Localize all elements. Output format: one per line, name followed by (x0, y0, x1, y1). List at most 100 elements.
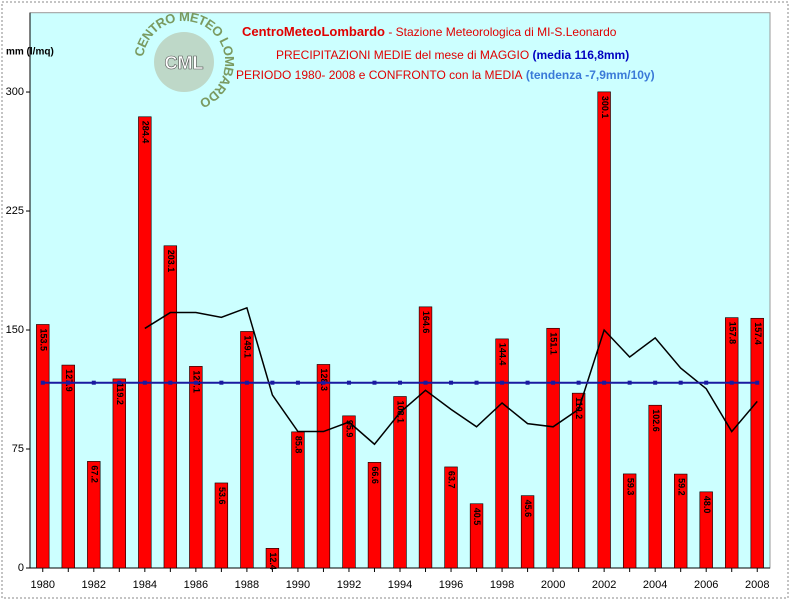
x-tick-label: 2000 (541, 579, 565, 591)
line-marker (525, 380, 530, 385)
x-tick-label: 1980 (31, 579, 55, 591)
line-marker (117, 380, 122, 385)
y-tick-label: 75 (12, 443, 24, 455)
value-label: 63.7 (447, 471, 457, 489)
value-label: 284.4 (140, 121, 150, 144)
value-label: 157.4 (753, 322, 763, 345)
value-label: 95.9 (345, 420, 355, 438)
bar (725, 317, 739, 569)
line-marker (653, 380, 658, 385)
line-marker (704, 380, 709, 385)
x-tick-label: 1988 (235, 579, 259, 591)
bar (138, 116, 152, 569)
bar (495, 338, 509, 569)
line-marker (755, 380, 760, 385)
value-label: 149.1 (243, 335, 253, 358)
bar (546, 327, 560, 569)
subtitle: PRECIPITAZIONI MEDIE del mese di MAGGIO (276, 48, 529, 62)
bar (367, 462, 382, 569)
value-label: 40.5 (472, 508, 482, 526)
line-marker (346, 380, 351, 385)
line-marker (270, 380, 275, 385)
bar (622, 473, 637, 569)
bar (189, 366, 203, 569)
x-tick-label: 1994 (388, 579, 412, 591)
x-tick-label: 2002 (592, 579, 616, 591)
value-label: 300.1 (600, 96, 610, 119)
line-marker (193, 380, 198, 385)
value-label: 128.3 (319, 368, 329, 391)
value-label: 12.4 (268, 552, 278, 570)
x-tick-label: 1986 (184, 579, 208, 591)
title-line: CentroMeteoLombardo - Stazione Meteorolo… (242, 24, 617, 39)
line-marker (321, 380, 326, 385)
line (144, 306, 758, 446)
x-tick-label: 2006 (694, 579, 718, 591)
line-marker (219, 380, 224, 385)
line-marker (729, 380, 734, 385)
value-label: 164.6 (421, 311, 431, 334)
line-marker (168, 380, 173, 385)
bar (469, 503, 484, 569)
x-tick-label: 1992 (337, 579, 361, 591)
bar (112, 378, 126, 569)
line-marker (449, 380, 454, 385)
station: - Stazione Meteorologica di MI-S.Leonard… (385, 25, 617, 39)
subtitle-line: PRECIPITAZIONI MEDIE del mese di MAGGIO … (276, 48, 629, 62)
value-label: 102.6 (651, 409, 661, 432)
bar (240, 331, 254, 569)
line-marker (627, 380, 632, 385)
bar (265, 548, 280, 569)
title: CentroMeteoLombardo (242, 24, 385, 39)
value-label: 157.8 (727, 322, 737, 345)
bar (444, 466, 458, 569)
y-tick-label: 225 (6, 205, 24, 217)
bar (342, 415, 356, 569)
value-label: 153.5 (38, 328, 48, 351)
line-marker (372, 380, 377, 385)
line-marker (423, 380, 428, 385)
value-label: 127.9 (64, 369, 74, 392)
value-label: 85.8 (294, 436, 304, 454)
bar (571, 392, 586, 569)
line-marker (500, 380, 505, 385)
value-label: 67.2 (89, 465, 99, 483)
line-marker (551, 380, 556, 385)
value-label: 48.0 (702, 496, 712, 514)
value-label: 151.1 (549, 332, 559, 355)
bar (674, 473, 688, 569)
x-tick-label: 1996 (439, 579, 463, 591)
bar (87, 461, 101, 569)
bar (750, 317, 764, 569)
bar (163, 245, 178, 569)
subtitle2-trend: (tendenza -7,9mm/10y) (523, 68, 655, 82)
line-marker (40, 380, 45, 385)
line-marker (142, 380, 147, 385)
y-tick-label: 300 (6, 86, 24, 98)
value-label: 53.6 (217, 487, 227, 505)
bar (61, 364, 75, 569)
value-label: 203.1 (166, 250, 176, 273)
line-marker (295, 380, 300, 385)
value-label: 66.6 (370, 466, 380, 484)
y-tick-label: 150 (6, 324, 24, 336)
bar (316, 364, 331, 569)
y-tick-label: 0 (18, 562, 24, 574)
x-tick-label: 1998 (490, 579, 514, 591)
value-label: 144.4 (498, 343, 508, 366)
bar (648, 404, 662, 569)
subtitle2-line: PERIODO 1980- 2008 e CONFRONTO con la ME… (236, 68, 655, 82)
subtitle-mean: (media 116,8mm) (529, 48, 629, 62)
line-marker (576, 380, 581, 385)
line-marker (678, 380, 683, 385)
bar (36, 324, 50, 569)
value-label: 45.6 (523, 500, 533, 518)
line-marker (91, 380, 96, 385)
x-tick-label: 1982 (82, 579, 106, 591)
line-marker (66, 380, 71, 385)
line-marker (244, 380, 249, 385)
value-label: 119.2 (115, 383, 125, 405)
x-tick-label: 1984 (133, 579, 157, 591)
